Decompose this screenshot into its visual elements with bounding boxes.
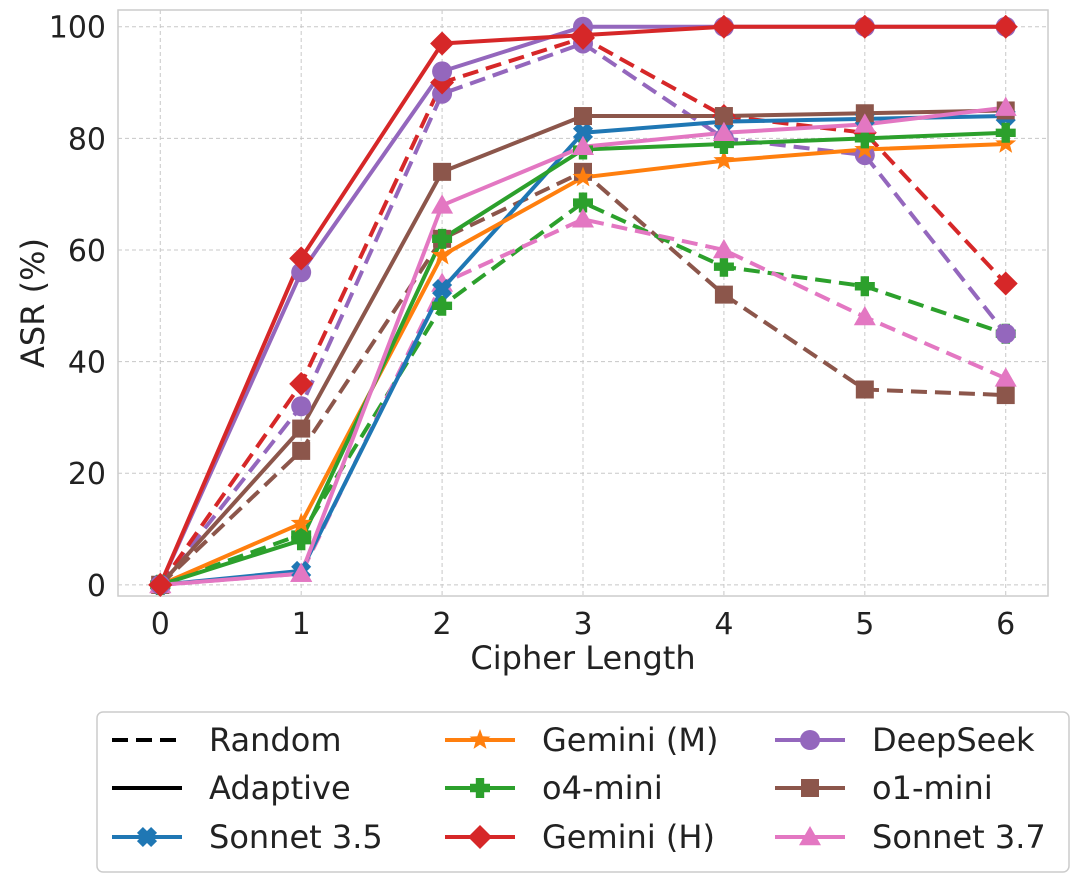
series-o1-mini-random-point	[996, 386, 1015, 405]
series-gemini-h-adaptive-point	[289, 246, 314, 271]
series-gemini-m-adaptive-point	[431, 244, 453, 265]
legend-marker	[470, 778, 490, 798]
series-gemini-h-adaptive-point	[993, 14, 1018, 39]
series-gemini-h-adaptive-point	[852, 14, 877, 39]
series-gemini-h-adaptive-point	[711, 14, 736, 39]
series-o4-mini-random-point	[854, 276, 875, 297]
legend-entry-o4-mini: o4-mini	[445, 769, 663, 807]
series-o1-mini-random-point	[292, 441, 311, 460]
plot-area	[117, 9, 1049, 597]
legend-entry-sonnet-3-5: Sonnet 3.5	[112, 818, 383, 856]
series-o1-mini-random-point	[714, 285, 733, 304]
series-deepseek-adaptive-point	[291, 262, 312, 283]
legend-marker	[800, 730, 820, 750]
series-o1-mini-adaptive-point	[574, 107, 592, 126]
x-axis-title: Cipher Length	[470, 639, 695, 677]
series-gemini-m-adaptive-point	[713, 149, 735, 170]
series-gemini-m-adaptive-point	[995, 132, 1017, 153]
y-tick-label: 20	[68, 457, 106, 492]
legend-marker	[136, 826, 158, 848]
series-sonnet-3-7-adaptive-point	[994, 96, 1017, 116]
series-deepseek-random-point	[291, 396, 312, 417]
x-tick-label: 1	[292, 607, 311, 642]
series-o1-mini-adaptive-point	[292, 419, 311, 438]
series-sonnet-3-7-random-point	[572, 208, 594, 228]
series-deepseek-random-point	[995, 323, 1016, 344]
series-o4-mini-adaptive-point	[995, 122, 1016, 143]
legend-label: Sonnet 3.7	[872, 818, 1046, 856]
y-axis-title: ASR (%)	[14, 238, 52, 368]
series-o4-mini-adaptive-point	[291, 530, 312, 551]
legend: Random Adaptive Sonnet 3.5 Gemini (M) o4-min…	[96, 711, 1070, 873]
x-tick-label: 6	[996, 607, 1015, 642]
y-tick-label: 100	[49, 11, 106, 46]
legend-entry-deepseek: DeepSeek	[775, 721, 1035, 759]
legend-label: Adaptive	[209, 769, 351, 807]
series-gemini-m-adaptive-point	[572, 166, 594, 187]
series-sonnet-3-7-adaptive-point	[853, 113, 876, 133]
series-gemini-m-adaptive-point	[290, 512, 312, 533]
y-tick-label: 60	[68, 234, 106, 269]
series-gemini-h-adaptive-point	[571, 23, 595, 48]
legend-entry-sonnet-3-7: Sonnet 3.7	[775, 818, 1046, 856]
series-gemini-m-adaptive-point	[854, 138, 876, 159]
y-tick-label: 80	[68, 122, 106, 157]
x-tick-label: 2	[433, 607, 452, 642]
series-markers	[148, 14, 1018, 597]
series-sonnet-3-7-random-point	[712, 238, 735, 259]
series-o4-mini-adaptive-point	[713, 133, 734, 154]
legend-label: Gemini (M)	[542, 721, 718, 759]
series-o4-mini-random-point	[713, 256, 734, 277]
x-tick-label: 5	[855, 607, 874, 642]
x-tick-label: 0	[151, 607, 170, 642]
x-tick-label: 3	[573, 607, 592, 642]
series-gemini-h-random-point	[289, 371, 314, 396]
legend-marker	[801, 779, 819, 797]
series-sonnet-3-7-random-point	[853, 305, 876, 326]
series-sonnet-3-5-adaptive-point	[432, 279, 453, 300]
series-o1-mini-random-point	[855, 380, 874, 399]
y-tick-label: 40	[68, 346, 106, 381]
series-o4-mini-adaptive-point	[854, 128, 875, 149]
series-deepseek-adaptive-point	[432, 61, 453, 82]
series-sonnet-3-7-adaptive-point	[431, 194, 454, 214]
series-gemini-h-adaptive-point	[430, 31, 455, 56]
x-tick-label: 4	[714, 607, 733, 642]
series-gemini-h-adaptive-point	[148, 572, 173, 597]
legend-marker	[468, 825, 492, 849]
legend-label: Sonnet 3.5	[209, 818, 383, 856]
series-o1-mini-adaptive-point	[855, 104, 874, 123]
legend-entry-gemini-h: Gemini (H)	[445, 818, 715, 856]
legend-label: Random	[209, 721, 341, 759]
y-tick-label: 0	[87, 569, 106, 604]
series-sonnet-3-7-adaptive-point	[572, 135, 594, 155]
legend-label: DeepSeek	[872, 721, 1035, 759]
legend-entry-gemini-m: Gemini (M)	[445, 721, 718, 759]
series-sonnet-3-7-adaptive-point	[290, 562, 313, 582]
series-sonnet-3-5-adaptive-point	[572, 122, 594, 143]
series-o4-mini-random-point	[432, 295, 453, 316]
series-gemini-h-random-point	[993, 271, 1018, 296]
legend-frame	[96, 711, 1070, 873]
legend-label: Gemini (H)	[542, 818, 715, 856]
legend-marker	[469, 729, 491, 749]
legend-entry-o1-mini: o1-mini	[775, 769, 993, 807]
series-o1-mini-adaptive-point	[433, 162, 452, 181]
legend-marker	[799, 826, 821, 846]
legend-label: o1-mini	[872, 769, 993, 807]
legend-label: o4-mini	[542, 769, 663, 807]
series-o4-mini-adaptive-point	[432, 228, 453, 249]
series-o1-mini-adaptive-point	[714, 107, 733, 126]
series-o4-mini-random-point	[573, 192, 593, 213]
series-sonnet-3-7-random-point	[994, 367, 1017, 387]
series-sonnet-3-7-adaptive-point	[712, 121, 735, 142]
legend-entry-adaptive: Adaptive	[112, 769, 351, 807]
legend-entry-random: Random	[112, 721, 341, 759]
